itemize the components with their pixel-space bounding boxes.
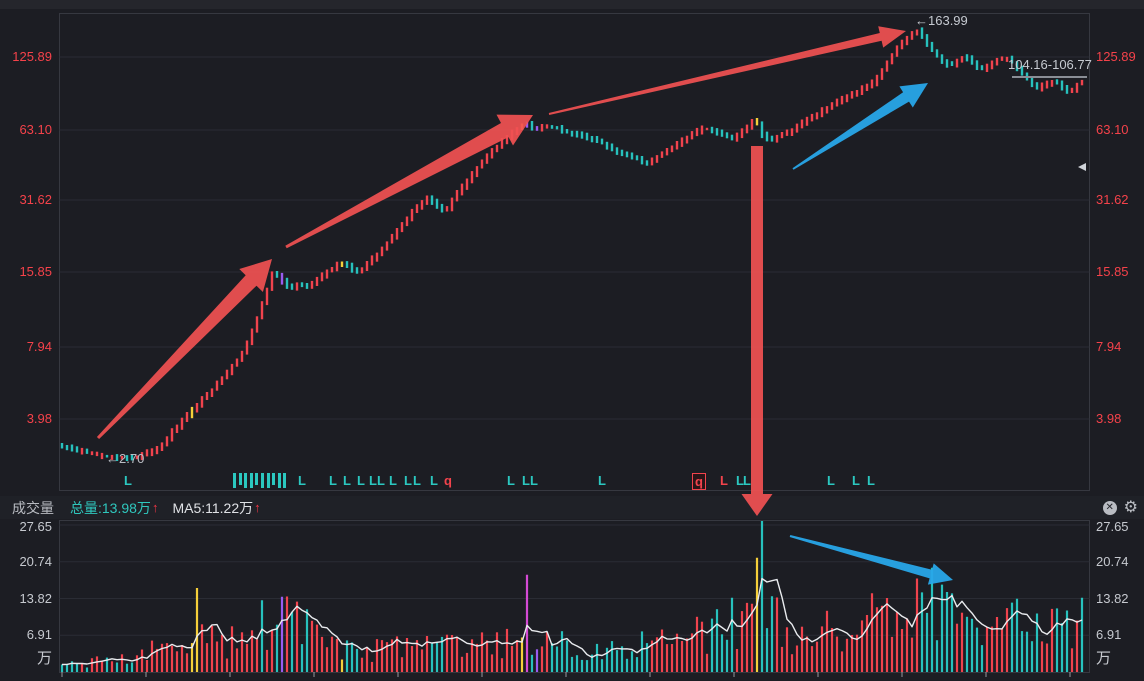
price-axis-left-label: 3.98 [26, 411, 52, 426]
close-indicator-icon[interactable]: ✕ [1102, 500, 1117, 515]
volume-pane-header: 成交量 总量:13.98万 ↑ MA5:11.22万 ↑ ✕ ⚙ [0, 496, 1144, 519]
price-axis-right-label: 125.89 [1096, 49, 1136, 64]
l-signal-marker: L [369, 473, 377, 488]
l-signal-marker: L [852, 473, 860, 488]
ma5-volume-up-arrow-icon: ↑ [254, 500, 261, 515]
price-axis-right-label: 7.94 [1096, 339, 1122, 354]
signal-cluster-bar [272, 473, 276, 485]
gear-icon[interactable]: ⚙ [1123, 498, 1138, 516]
l-signal-marker: L [522, 473, 530, 488]
vol-axis-left-label: 13.82 [19, 591, 52, 606]
total-volume-up-arrow-icon: ↑ [151, 500, 159, 515]
l-signal-marker: L [867, 473, 875, 488]
signal-cluster-bar [255, 473, 259, 485]
l-signal-marker: L [827, 473, 835, 488]
price-axis-right-label: 15.85 [1096, 264, 1129, 279]
latest-range-annotation: 104.16-106.77 [1008, 57, 1092, 72]
l-signal-marker: L [430, 473, 438, 488]
volume-unit-label-left: 万 [36, 650, 52, 667]
q-signal-marker: q [692, 473, 706, 490]
top-strip [0, 0, 1144, 9]
price-axis-left-label: 15.85 [19, 264, 52, 279]
vol-axis-right-label: 27.65 [1096, 519, 1129, 534]
vol-axis-right-label: 20.74 [1096, 554, 1129, 569]
ma5-volume-value: MA5:11.22万 [172, 499, 254, 516]
price-axis-left-label: 31.62 [19, 192, 52, 207]
l-signal-marker: L [124, 473, 132, 488]
l-signal-marker: L [389, 473, 397, 488]
volume-unit-label-right: 万 [1096, 650, 1112, 667]
l-signal-marker: L [736, 473, 744, 488]
q-signal-marker: q [444, 473, 452, 488]
price-position-marker-icon [1078, 163, 1086, 171]
vol-axis-left-label: 20.74 [19, 554, 52, 569]
signal-cluster-bar [266, 473, 270, 488]
l-signal-marker: L [377, 473, 385, 488]
price-axis-right-label: 31.62 [1096, 192, 1129, 207]
peak-price-annotation: ←163.99 [915, 13, 968, 28]
total-volume-value: 总量:13.98万 [70, 499, 151, 516]
l-signal-marker: L [530, 473, 538, 488]
l-signal-marker: L [329, 473, 337, 488]
l-signal-marker: L [507, 473, 515, 488]
signal-cluster-bar [244, 473, 248, 488]
vol-axis-right-label: 6.91 [1096, 627, 1122, 642]
l-signal-marker: L [343, 473, 351, 488]
vol-axis-left-label: 6.91 [26, 627, 52, 642]
session-low-annotation: ←2.70 [106, 451, 145, 466]
price-axis-left-label: 125.89 [12, 49, 52, 64]
signal-cluster-bar [238, 473, 242, 485]
l-signal-marker: L [298, 473, 306, 488]
vol-axis-right-label: 13.82 [1096, 591, 1129, 606]
price-axis-left-label: 7.94 [26, 339, 52, 354]
l-signal-marker: L [720, 473, 728, 488]
vol-axis-left-label: 27.65 [19, 519, 52, 534]
signal-cluster-bar [249, 473, 253, 488]
l-signal-marker: L [598, 473, 606, 488]
l-signal-marker: L [357, 473, 365, 488]
signal-cluster-bar [283, 473, 287, 488]
signal-cluster-bar [261, 473, 264, 488]
l-signal-marker: L [413, 473, 421, 488]
signal-cluster-bar [233, 473, 236, 488]
l-signal-marker: L [743, 473, 751, 488]
price-axis-left-label: 63.10 [19, 122, 52, 137]
price-axis-right-label: 3.98 [1096, 411, 1122, 426]
price-axis-right-label: 63.10 [1096, 122, 1129, 137]
volume-pane-title: 成交量 [12, 499, 54, 516]
l-signal-marker: L [404, 473, 412, 488]
signal-cluster-bar [277, 473, 281, 488]
latest-range-line [1012, 76, 1087, 78]
